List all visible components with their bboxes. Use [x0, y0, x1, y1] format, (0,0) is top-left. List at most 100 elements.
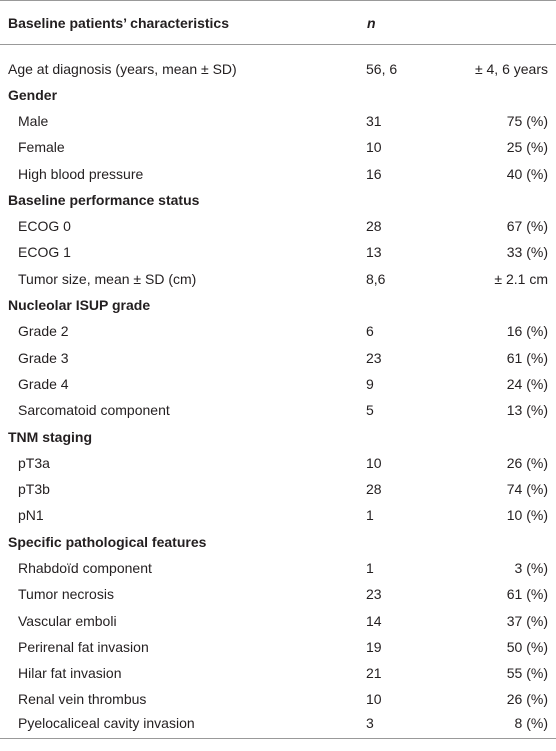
count-cell: 28 [366, 481, 382, 498]
table-row: Grade 4 9 24 (%) [0, 371, 556, 397]
table-row: Hilar fat invasion 21 55 (%) [0, 660, 556, 686]
count-cell: 16 [366, 165, 382, 182]
table-row: ECOG 1 13 33 (%) [0, 239, 556, 265]
row-label: Renal vein thrombus [18, 691, 147, 708]
count-cell: 1 [366, 507, 374, 524]
count-cell: 21 [366, 665, 382, 682]
row-label: pN1 [18, 507, 44, 524]
percent-cell: 40 (%) [506, 165, 548, 182]
table-row: Pyelocaliceal cavity invasion 3 8 (%) [0, 712, 556, 740]
section-heading: Baseline performance status [8, 191, 200, 208]
percent-cell: 10 (%) [506, 507, 548, 524]
header-cell: n [300, 0, 556, 45]
percent-cell: 37 (%) [506, 612, 548, 629]
header-row: Baseline patients’ characteristics n [0, 0, 556, 45]
percent-cell: 61 (%) [506, 586, 548, 603]
table-row: High blood pressure 16 40 (%) [0, 160, 556, 186]
table-row: Perirenal fat invasion 19 50 (%) [0, 634, 556, 660]
table-row: Grade 2 6 16 (%) [0, 318, 556, 344]
count-cell: 14 [366, 612, 382, 629]
row-label: Male [18, 112, 49, 129]
row-label: Sarcomatoid component [18, 402, 170, 419]
row-label: Hilar fat invasion [18, 665, 122, 682]
percent-cell: 26 (%) [506, 691, 548, 708]
count-cell: 28 [366, 218, 382, 235]
section-heading: Gender [8, 86, 58, 103]
percent-cell: 16 (%) [506, 323, 548, 340]
table-row: Renal vein thrombus 10 26 (%) [0, 686, 556, 712]
row-label: Tumor necrosis [18, 586, 114, 603]
count-cell: 3 [300, 712, 430, 740]
count-cell: 23 [366, 586, 382, 603]
section-heading: Specific pathological features [8, 533, 207, 550]
count-cell: 9 [366, 375, 374, 392]
table-row: pT3a 10 26 (%) [0, 450, 556, 476]
percent-cell: 75 (%) [506, 112, 548, 129]
percent-cell: 3 (%) [514, 559, 548, 576]
table-row: Male 31 75 (%) [0, 108, 556, 134]
table-row: Tumor necrosis 23 61 (%) [0, 581, 556, 607]
row-label: High blood pressure [18, 165, 144, 182]
row-label: Grade 4 [18, 375, 69, 392]
count-cell: 19 [366, 638, 382, 655]
table-row: pT3b 28 74 (%) [0, 476, 556, 502]
table-row: Female 10 25 (%) [0, 134, 556, 160]
row-label: Vascular emboli [18, 612, 117, 629]
percent-cell: ± 4, 6 years [474, 60, 548, 77]
table-row: Baseline performance status [0, 187, 556, 213]
percent-cell: 24 (%) [506, 375, 548, 392]
row-label: Female [18, 139, 65, 156]
percent-cell: 13 (%) [506, 402, 548, 419]
count-cell: 10 [366, 139, 382, 156]
row-label: Pyelocaliceal cavity invasion [0, 712, 300, 740]
count-cell: 6 [366, 323, 374, 340]
count-cell: 1 [366, 559, 374, 576]
table-row: Gender [0, 82, 556, 108]
count-cell: 23 [366, 349, 382, 366]
table-row: Vascular emboli 14 37 (%) [0, 607, 556, 633]
percent-cell: 61 (%) [506, 349, 548, 366]
row-label: pT3a [18, 454, 50, 471]
count-cell: 8,6 [366, 270, 386, 287]
count-cell: 31 [366, 112, 382, 129]
header-cell: Baseline patients’ characteristics [0, 0, 300, 45]
percent-cell: 50 (%) [506, 638, 548, 655]
table-row: ECOG 0 28 67 (%) [0, 213, 556, 239]
table-row: pN1 1 10 (%) [0, 502, 556, 528]
row-label: pT3b [18, 481, 50, 498]
table-row: Grade 3 23 61 (%) [0, 344, 556, 370]
row-label: Perirenal fat invasion [18, 638, 149, 655]
table-row: Age at diagnosis (years, mean ± SD) 56, 6… [0, 45, 556, 82]
row-label: Tumor size, mean ± SD (cm) [18, 270, 197, 287]
percent-cell: 25 (%) [506, 139, 548, 156]
table-row: Tumor size, mean ± SD (cm) 8,6 ± 2.1 cm [0, 266, 556, 292]
percent-cell: 26 (%) [506, 454, 548, 471]
table-row: Specific pathological features [0, 529, 556, 555]
section-heading: Nucleolar ISUP grade [8, 297, 151, 314]
row-label: ECOG 1 [18, 244, 71, 261]
percent-cell: 33 (%) [506, 244, 548, 261]
row-label: Rhabdoïd component [18, 559, 152, 576]
percent-cell: 67 (%) [506, 218, 548, 235]
row-label: Grade 3 [18, 349, 69, 366]
count-cell: 10 [366, 454, 382, 471]
count-cell: 5 [366, 402, 374, 419]
row-label: Grade 2 [18, 323, 69, 340]
count-cell: 56, 6 [366, 60, 398, 77]
count-cell: 10 [366, 691, 382, 708]
percent-cell: 8 (%) [430, 712, 556, 740]
table-body: Age at diagnosis (years, mean ± SD) 56, 6… [0, 45, 556, 740]
section-heading: TNM staging [8, 428, 92, 445]
count-cell: 13 [366, 244, 382, 261]
percent-cell: 74 (%) [506, 481, 548, 498]
table-row: Rhabdoïd component 1 3 (%) [0, 555, 556, 581]
percent-cell: 55 (%) [506, 665, 548, 682]
row-label: Age at diagnosis (years, mean ± SD) [8, 60, 237, 77]
table-row: Nucleolar ISUP grade [0, 292, 556, 318]
row-label: ECOG 0 [18, 218, 71, 235]
percent-cell: ± 2.1 cm [494, 270, 548, 287]
table-row: TNM staging [0, 423, 556, 449]
table-row: Sarcomatoid component 5 13 (%) [0, 397, 556, 423]
